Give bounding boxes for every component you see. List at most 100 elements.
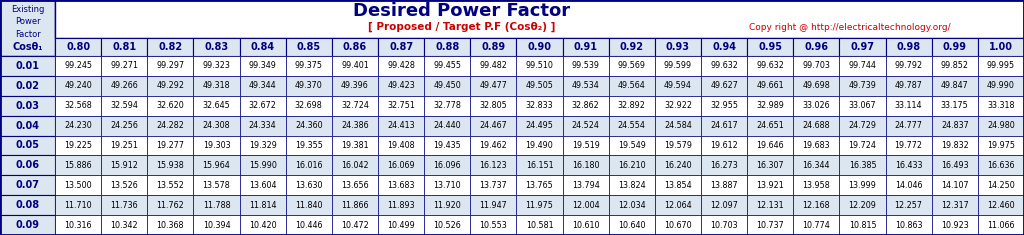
Text: 99.428: 99.428	[387, 61, 415, 70]
Bar	[101, 76, 147, 96]
Text: 49.698: 49.698	[803, 81, 830, 90]
Bar	[794, 96, 840, 116]
Bar	[286, 195, 332, 215]
Bar	[101, 215, 147, 235]
Bar	[55, 175, 101, 195]
Bar	[516, 195, 562, 215]
Bar	[101, 195, 147, 215]
Bar	[55, 96, 101, 116]
Bar	[978, 215, 1024, 235]
Text: 19.724: 19.724	[849, 141, 877, 150]
Bar	[840, 38, 886, 56]
Text: 0.06: 0.06	[15, 161, 40, 170]
Text: 49.505: 49.505	[525, 81, 553, 90]
Text: 19.225: 19.225	[65, 141, 92, 150]
Bar	[932, 38, 978, 56]
Text: 24.584: 24.584	[664, 121, 692, 130]
Bar	[470, 136, 516, 155]
Bar	[147, 38, 194, 56]
Bar	[286, 38, 332, 56]
Text: 19.303: 19.303	[203, 141, 230, 150]
Text: 24.440: 24.440	[433, 121, 461, 130]
Bar	[194, 215, 240, 235]
Text: 32.955: 32.955	[710, 101, 738, 110]
Bar	[608, 155, 655, 175]
Text: 19.772: 19.772	[895, 141, 923, 150]
Bar	[701, 56, 748, 76]
Bar	[655, 175, 701, 195]
Text: 10.581: 10.581	[525, 221, 553, 230]
Text: 99.297: 99.297	[157, 61, 184, 70]
Bar	[240, 96, 286, 116]
Text: 24.308: 24.308	[203, 121, 230, 130]
Text: Power: Power	[14, 17, 40, 26]
Bar	[378, 116, 424, 136]
Bar	[101, 38, 147, 56]
Bar	[147, 96, 194, 116]
Bar	[840, 195, 886, 215]
Text: 19.519: 19.519	[571, 141, 600, 150]
Bar	[516, 56, 562, 76]
Text: 0.88: 0.88	[435, 42, 460, 52]
Bar	[424, 56, 470, 76]
Bar	[608, 175, 655, 195]
Bar	[470, 155, 516, 175]
Bar	[424, 175, 470, 195]
Text: Cosθ₁: Cosθ₁	[12, 42, 43, 52]
Text: 10.316: 10.316	[65, 221, 92, 230]
Bar	[470, 76, 516, 96]
Text: 99.349: 99.349	[249, 61, 276, 70]
Bar	[701, 38, 748, 56]
Bar	[516, 116, 562, 136]
Bar	[608, 96, 655, 116]
Text: 99.401: 99.401	[341, 61, 369, 70]
Text: 19.408: 19.408	[387, 141, 415, 150]
Bar	[701, 215, 748, 235]
Text: 19.329: 19.329	[249, 141, 276, 150]
Text: 16.493: 16.493	[941, 161, 969, 170]
Text: 49.564: 49.564	[617, 81, 646, 90]
Text: 16.636: 16.636	[987, 161, 1015, 170]
Text: 19.462: 19.462	[479, 141, 507, 150]
Text: 49.396: 49.396	[341, 81, 369, 90]
Text: [ Proposed / Target P.F (Cosθ₂) ]: [ Proposed / Target P.F (Cosθ₂) ]	[369, 22, 556, 32]
Bar	[101, 96, 147, 116]
Text: 10.394: 10.394	[203, 221, 230, 230]
Bar	[378, 215, 424, 235]
Bar	[240, 56, 286, 76]
Text: 10.499: 10.499	[387, 221, 415, 230]
Text: 19.381: 19.381	[341, 141, 369, 150]
Text: 24.837: 24.837	[941, 121, 969, 130]
Text: 11.066: 11.066	[987, 221, 1015, 230]
Bar	[378, 155, 424, 175]
Text: Existing: Existing	[11, 5, 44, 14]
Text: 32.751: 32.751	[387, 101, 415, 110]
Bar	[562, 56, 608, 76]
Text: 24.256: 24.256	[111, 121, 138, 130]
Text: 0.05: 0.05	[15, 141, 40, 150]
Bar	[840, 76, 886, 96]
Text: 99.599: 99.599	[664, 61, 692, 70]
Text: 32.620: 32.620	[157, 101, 184, 110]
Text: 0.86: 0.86	[343, 42, 367, 52]
Text: 99.539: 99.539	[571, 61, 600, 70]
Text: 0.87: 0.87	[389, 42, 413, 52]
Text: 0.01: 0.01	[15, 61, 40, 71]
Bar	[655, 195, 701, 215]
Text: 0.90: 0.90	[527, 42, 552, 52]
Bar	[794, 195, 840, 215]
Bar	[978, 116, 1024, 136]
Text: 24.230: 24.230	[65, 121, 92, 130]
Bar	[194, 56, 240, 76]
Text: 13.604: 13.604	[249, 181, 276, 190]
Bar	[840, 116, 886, 136]
Text: 13.578: 13.578	[203, 181, 230, 190]
Bar	[194, 76, 240, 96]
Text: Copy right @ http://electricaltechnology.org/: Copy right @ http://electricaltechnology…	[749, 23, 950, 32]
Bar	[101, 175, 147, 195]
Text: 19.683: 19.683	[803, 141, 830, 150]
Bar	[932, 96, 978, 116]
Bar	[424, 136, 470, 155]
Text: 99.995: 99.995	[987, 61, 1015, 70]
Bar	[748, 136, 794, 155]
